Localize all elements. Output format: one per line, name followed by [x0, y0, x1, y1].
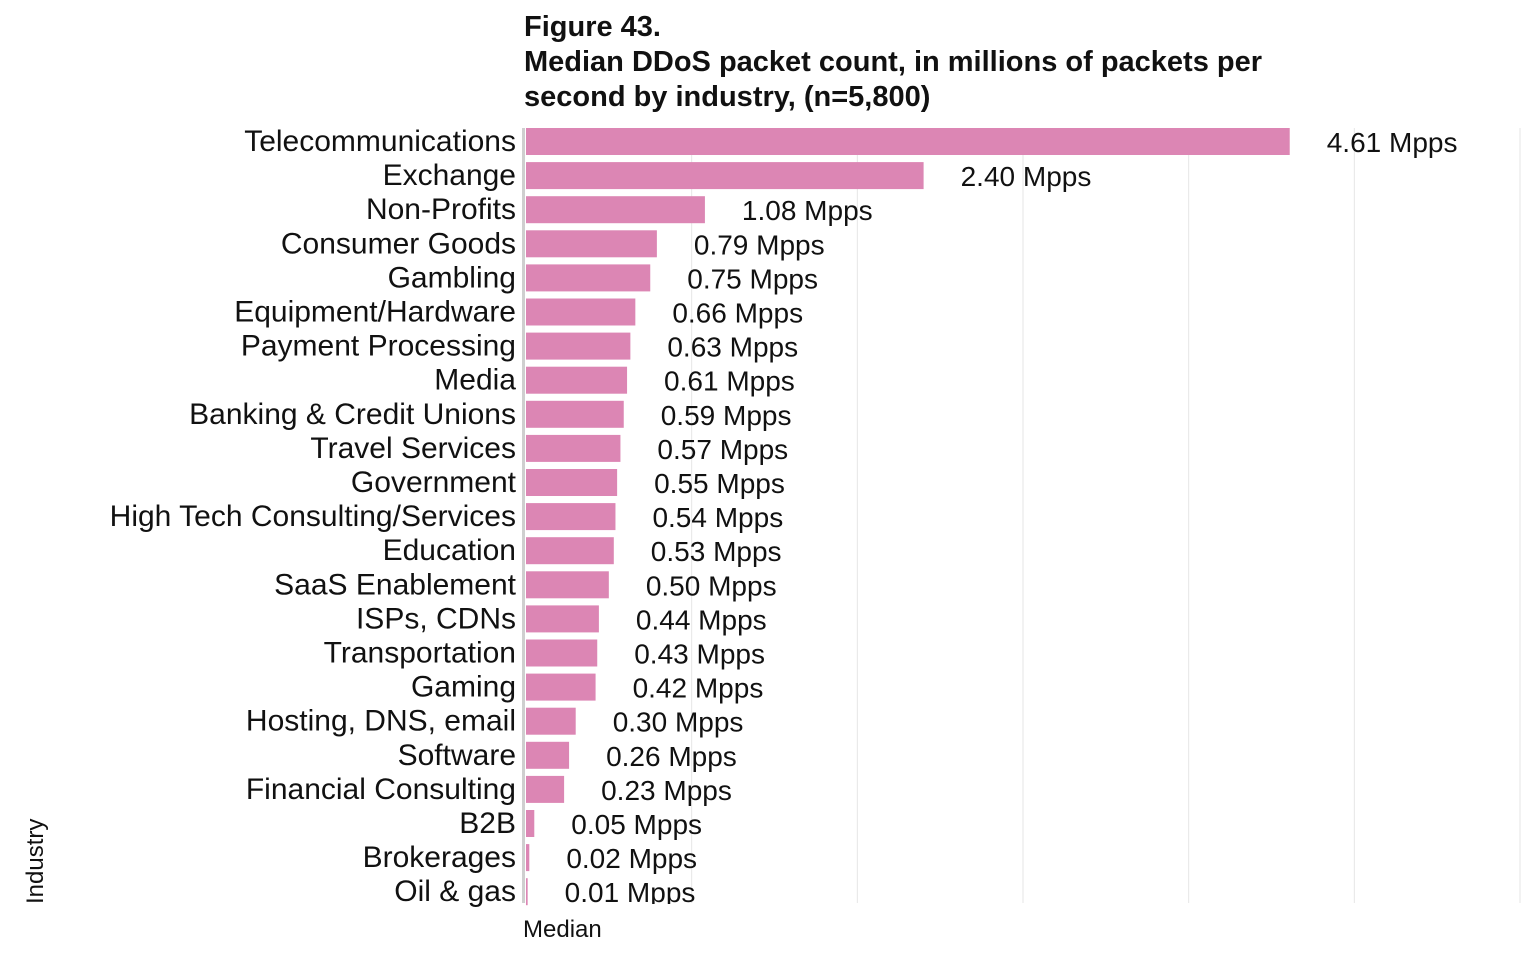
bar — [526, 775, 565, 803]
data-label: 0.44 Mpps — [636, 604, 767, 635]
bar — [526, 639, 598, 667]
category-label: Government — [351, 466, 517, 499]
data-label: 0.30 Mpps — [613, 707, 744, 738]
data-label: 0.57 Mpps — [657, 434, 788, 465]
data-label: 0.42 Mpps — [633, 673, 764, 704]
category-label: Non-Profits — [366, 193, 516, 226]
data-label: 0.75 Mpps — [687, 263, 818, 294]
data-label: 0.01 Mpps — [565, 877, 696, 908]
bar — [526, 434, 621, 462]
category-label: Media — [434, 364, 516, 397]
bar — [526, 878, 528, 906]
category-label: High Tech Consulting/Services — [110, 500, 516, 533]
bar — [526, 673, 596, 701]
bar — [526, 400, 624, 428]
bar — [526, 298, 636, 326]
data-label: 0.53 Mpps — [651, 536, 782, 567]
bars — [526, 128, 1290, 906]
category-label: Equipment/Hardware — [234, 296, 516, 329]
category-label: Education — [383, 534, 516, 567]
category-label: Telecommunications — [244, 125, 516, 158]
category-label: Gambling — [388, 261, 516, 294]
data-label: 0.23 Mpps — [601, 775, 732, 806]
bar — [526, 537, 614, 565]
data-label: 0.02 Mpps — [566, 843, 697, 874]
category-label: Gaming — [411, 671, 516, 704]
category-label: B2B — [459, 807, 516, 840]
data-label: 0.55 Mpps — [654, 468, 785, 499]
bar — [526, 469, 618, 496]
bar — [526, 162, 924, 190]
data-label: 0.61 Mpps — [664, 366, 795, 397]
category-label: Hosting, DNS, email — [246, 705, 516, 738]
chart-title: Figure 43. Median DDoS packet count, in … — [524, 11, 1263, 113]
data-label: 0.26 Mpps — [606, 741, 737, 772]
bar — [526, 605, 599, 633]
data-label: 0.54 Mpps — [652, 502, 783, 533]
data-label: 1.08 Mpps — [742, 195, 873, 226]
bar — [526, 844, 530, 872]
bar — [526, 128, 1290, 155]
data-label: 0.43 Mpps — [634, 639, 765, 670]
bar — [526, 571, 609, 599]
y-axis-title: Industry — [22, 819, 49, 904]
bar — [526, 332, 631, 360]
category-label: Brokerages — [363, 841, 516, 874]
category-label: Banking & Credit Unions — [189, 398, 516, 431]
data-label: 0.05 Mpps — [571, 809, 702, 840]
category-label: SaaS Enablement — [274, 568, 516, 601]
data-label: 0.50 Mpps — [646, 570, 777, 601]
bar — [526, 230, 657, 258]
data-label: 0.66 Mpps — [672, 298, 803, 329]
bar — [526, 707, 576, 735]
data-label: 4.61 Mpps — [1327, 127, 1458, 158]
bar — [526, 810, 535, 837]
bar — [526, 741, 570, 769]
category-label: Payment Processing — [241, 330, 516, 363]
category-label: Transportation — [324, 637, 516, 670]
bar — [526, 196, 705, 224]
bar — [526, 366, 628, 394]
category-label: Exchange — [383, 159, 516, 192]
grid-lines — [691, 128, 1521, 903]
axis-baseline — [522, 128, 525, 903]
category-labels: TelecommunicationsExchangeNon-ProfitsCon… — [110, 125, 517, 908]
category-label: Software — [398, 739, 516, 772]
category-label: Oil & gas — [394, 875, 516, 908]
data-label: 0.59 Mpps — [661, 400, 792, 431]
data-label: 2.40 Mpps — [961, 161, 1092, 192]
bar — [526, 264, 651, 292]
data-label: 0.79 Mpps — [694, 229, 825, 260]
x-axis-title: Median — [523, 916, 602, 943]
bar — [526, 503, 616, 531]
category-label: Travel Services — [310, 432, 516, 465]
data-label: 0.63 Mpps — [667, 332, 798, 363]
category-label: ISPs, CDNs — [356, 602, 516, 635]
category-label: Financial Consulting — [246, 773, 516, 806]
category-label: Consumer Goods — [281, 227, 516, 260]
